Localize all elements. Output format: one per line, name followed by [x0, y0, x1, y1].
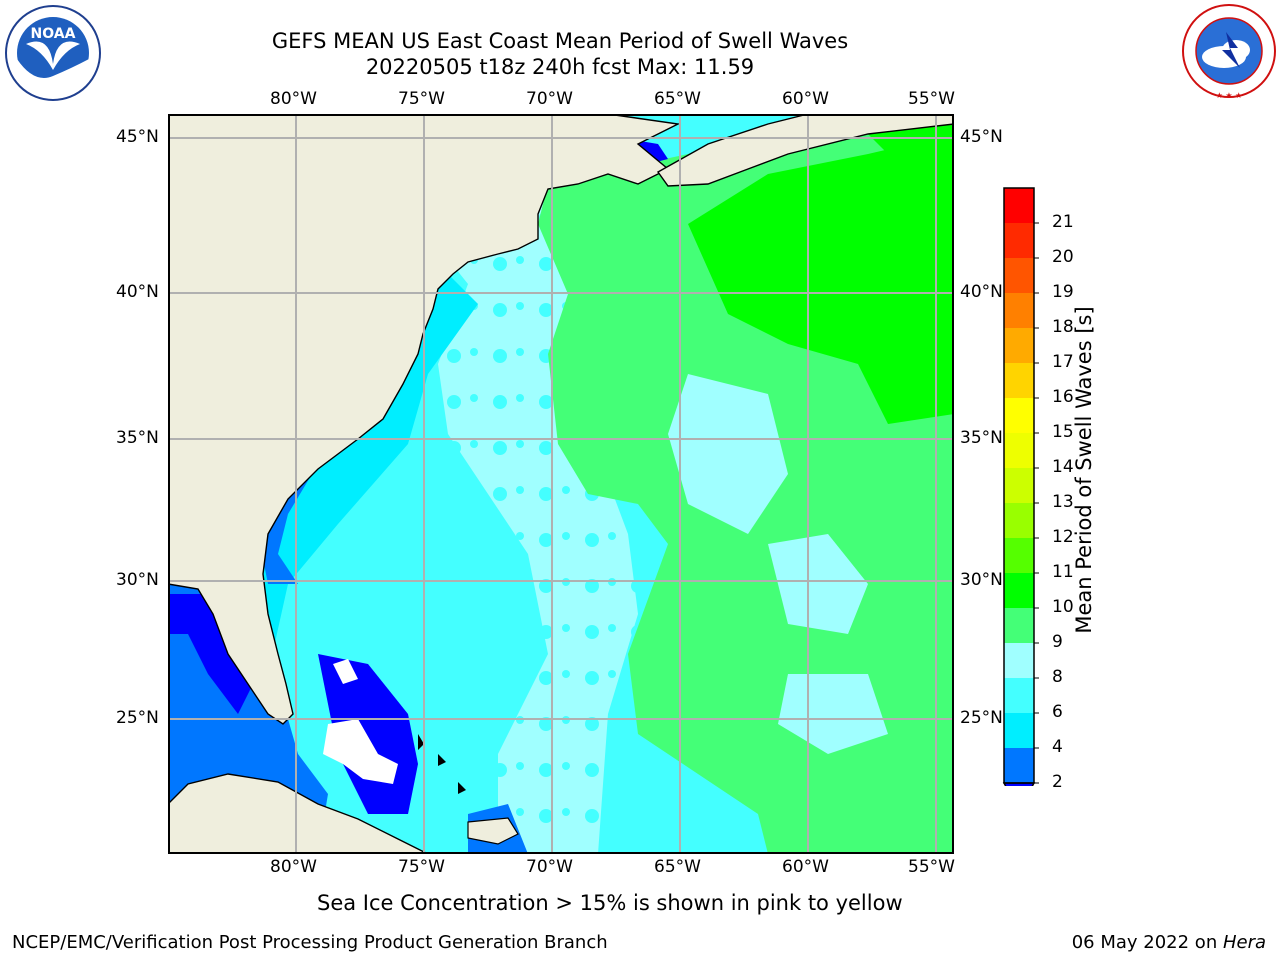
small-islands: [418, 734, 466, 794]
sea-ice-note: Sea Ice Concentration > 15% is shown in …: [317, 891, 903, 915]
colorbar-bin: [1004, 293, 1034, 328]
colorbar-tick-label: 18: [1052, 317, 1074, 337]
land-cuba: [168, 773, 429, 854]
ocean-patch: [768, 534, 868, 634]
lat-tick-left: 30°N: [116, 570, 159, 590]
colorbar-tick-label: 6: [1052, 702, 1063, 722]
lon-tick-top: 65°W: [654, 89, 701, 109]
lat-tick-left: 25°N: [116, 708, 159, 728]
gulf-under-2s: [168, 594, 258, 714]
land-hispaniola: [467, 817, 519, 845]
colorbar-bin: [1004, 398, 1034, 433]
colorbar-bin: [1004, 188, 1034, 223]
colorbar-bin: [1004, 748, 1034, 783]
lon-tick-bottom: 55°W: [908, 857, 955, 877]
colorbar-bin: [1004, 363, 1034, 398]
date-stamp: 06 May 2022 on Hera: [1072, 932, 1266, 953]
lon-tick-bottom: 60°W: [782, 857, 829, 877]
bahamas-banks: [323, 719, 398, 784]
colorbar-tick-label: 16: [1052, 387, 1074, 407]
ocean-patch: [668, 374, 788, 534]
colorbar-bin: [1004, 538, 1034, 573]
lon-tick-top: 75°W: [398, 89, 445, 109]
colorbar-tick-label: 11: [1052, 562, 1074, 582]
colorbar-tick-label: 9: [1052, 632, 1063, 652]
lat-tick-right: 45°N: [960, 127, 1003, 147]
map-frame: [168, 114, 954, 854]
colorbar-tick-label: 21: [1052, 212, 1074, 232]
lon-tick-bottom: 75°W: [398, 857, 445, 877]
colorbar-bin: [1004, 573, 1034, 608]
colorbar-tick-label: 10: [1052, 597, 1074, 617]
colorbar-tick-label: 19: [1052, 282, 1074, 302]
lon-tick-bottom: 80°W: [270, 857, 317, 877]
lat-tick-right: 35°N: [960, 428, 1003, 448]
colorbar-bin: [1004, 503, 1034, 538]
colorbar-title: Mean Period of Swell Waves [s]: [1072, 306, 1096, 634]
lat-tick-right: 25°N: [960, 708, 1003, 728]
svg-text:★ ★ ★: ★ ★ ★: [1216, 91, 1243, 100]
lat-tick-right: 30°N: [960, 570, 1003, 590]
credit-text: NCEP/EMC/Verification Post Processing Pr…: [12, 932, 608, 953]
chart-subtitle: 20220505 t18z 240h fcst Max: 11.59: [365, 55, 755, 79]
colorbar-bin: [1004, 608, 1034, 643]
lon-tick-bottom: 70°W: [526, 857, 573, 877]
noaa-logo-text: NOAA: [31, 26, 76, 42]
graticule: [168, 114, 954, 854]
lat-tick-left: 35°N: [116, 428, 159, 448]
date-text: 06 May 2022 on: [1071, 932, 1223, 953]
colorbar-bin: [1004, 643, 1034, 678]
colorbar-bin: [1004, 713, 1034, 748]
colorbar-tick-label: 13: [1052, 492, 1074, 512]
colorbar: [1002, 187, 1039, 786]
swell-period-map: [168, 114, 954, 854]
bahamas-banks: [333, 659, 358, 684]
lon-tick-top: 70°W: [526, 89, 573, 109]
chart-title: GEFS MEAN US East Coast Mean Period of S…: [271, 29, 849, 53]
colorbar-bin: [1004, 258, 1034, 293]
colorbar-outline: [1003, 187, 1035, 784]
lon-tick-top: 55°W: [908, 89, 955, 109]
colorbar-bin: [1004, 678, 1034, 713]
lat-tick-left: 45°N: [116, 127, 159, 147]
land-nova-scotia: [656, 114, 954, 187]
noaa-logo: NOAA: [5, 5, 101, 101]
lat-tick-left: 40°N: [116, 282, 159, 302]
ocean-10-11s: [688, 134, 954, 424]
colorbar-tick-label: 15: [1052, 422, 1074, 442]
colorbar-tick-label: 12: [1052, 527, 1074, 547]
colorbar-tick-label: 4: [1052, 737, 1063, 757]
colorbar-tick-label: 17: [1052, 352, 1074, 372]
colorbar-tick-label: 8: [1052, 667, 1063, 687]
lon-tick-top: 80°W: [270, 89, 317, 109]
colorbar-bin: [1004, 328, 1034, 363]
colorbar-bin: [1004, 223, 1034, 258]
lon-tick-top: 60°W: [782, 89, 829, 109]
colorbar-bin: [1004, 468, 1034, 503]
nws-logo: ★ ★ ★: [1182, 4, 1276, 100]
colorbar-tick-label: 20: [1052, 247, 1074, 267]
colorbar-tick-label: 14: [1052, 457, 1074, 477]
lon-tick-bottom: 65°W: [654, 857, 701, 877]
colorbar-bin: [1004, 433, 1034, 468]
machine-name: Hera: [1222, 932, 1266, 953]
lat-tick-right: 40°N: [960, 282, 1003, 302]
colorbar-tick-label: 2: [1052, 772, 1063, 792]
ocean-patch: [778, 674, 888, 754]
